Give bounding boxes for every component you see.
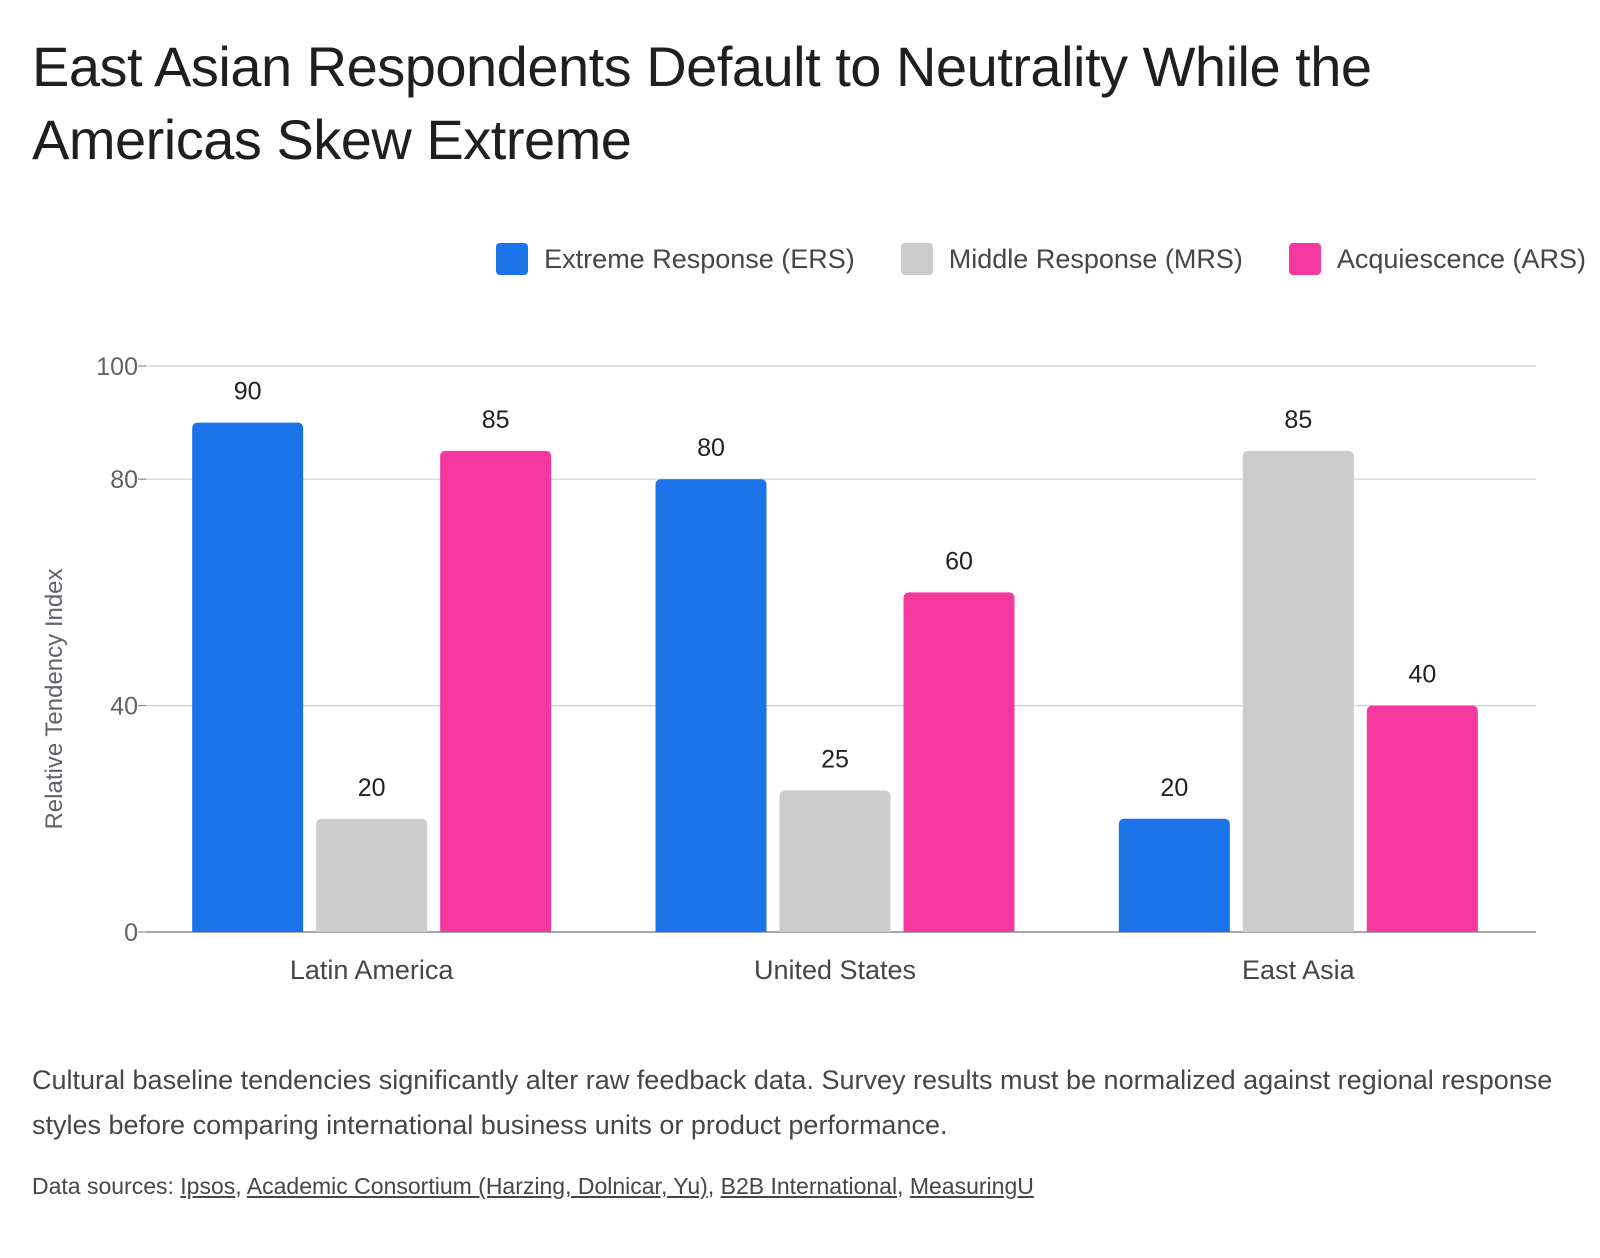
sources-prefix: Data sources: (32, 1173, 181, 1199)
bar (316, 818, 428, 932)
bar (779, 790, 891, 932)
y-axis-title: Relative Tendency Index (41, 568, 68, 829)
x-tick-label: United States (754, 955, 916, 985)
data-label: 90 (234, 378, 262, 406)
legend-label: Middle Response (MRS) (948, 243, 1243, 274)
y-tick-label: 80 (110, 466, 138, 494)
legend-item-1: Extreme Response (ERS) (496, 243, 855, 275)
source-link[interactable]: B2B International (720, 1173, 898, 1199)
bar (1118, 818, 1230, 932)
data-label: 40 (1408, 661, 1436, 689)
y-tick-label: 100 (96, 353, 138, 381)
data-sources: Data sources: Ipsos, Academic Consortium… (32, 1170, 1034, 1202)
legend-swatch (1288, 243, 1321, 275)
bar (1242, 450, 1354, 932)
source-link[interactable]: MeasuringU (909, 1173, 1034, 1199)
source-link[interactable]: Academic Consortium (Harzing, Dolnicar, … (246, 1173, 708, 1199)
chart-caption: Cultural baseline tendencies significant… (32, 1065, 1553, 1140)
bar (903, 592, 1015, 932)
bar (192, 422, 304, 932)
bar-chart: 0 40 80 100 Relative Tendency Index 90 20 85 Lat… (41, 353, 1536, 985)
data-label: 85 (482, 406, 510, 434)
y-tick-label: 0 (124, 919, 138, 947)
bar (440, 450, 552, 932)
y-tick-label: 40 (110, 693, 138, 721)
sources-separator: , (897, 1173, 910, 1199)
legend-swatch (496, 243, 529, 275)
data-label: 20 (358, 774, 386, 802)
data-label: 20 (1160, 774, 1188, 802)
bar (655, 479, 767, 932)
legend-swatch (900, 243, 933, 275)
sources-separator: , (707, 1173, 721, 1199)
legend-item-3: Acquiescence (ARS) (1288, 243, 1586, 275)
data-label: 25 (821, 746, 849, 774)
data-label: 60 (945, 547, 973, 575)
data-label: 80 (697, 434, 725, 462)
source-link[interactable]: Ipsos (180, 1173, 236, 1199)
bar (1366, 705, 1478, 932)
legend-label: Acquiescence (ARS) (1336, 243, 1586, 274)
x-tick-label: Latin America (290, 955, 455, 985)
legend-label: Extreme Response (ERS) (544, 243, 855, 274)
x-tick-label: East Asia (1242, 955, 1356, 985)
data-label: 85 (1284, 406, 1312, 434)
legend-item-2: Middle Response (MRS) (900, 243, 1243, 275)
chart-title: East Asian Respondents Default to Neutra… (32, 35, 1372, 171)
sources-separator: , (235, 1173, 247, 1199)
chart-legend: Extreme Response (ERS) Middle Response (M… (496, 243, 1586, 275)
